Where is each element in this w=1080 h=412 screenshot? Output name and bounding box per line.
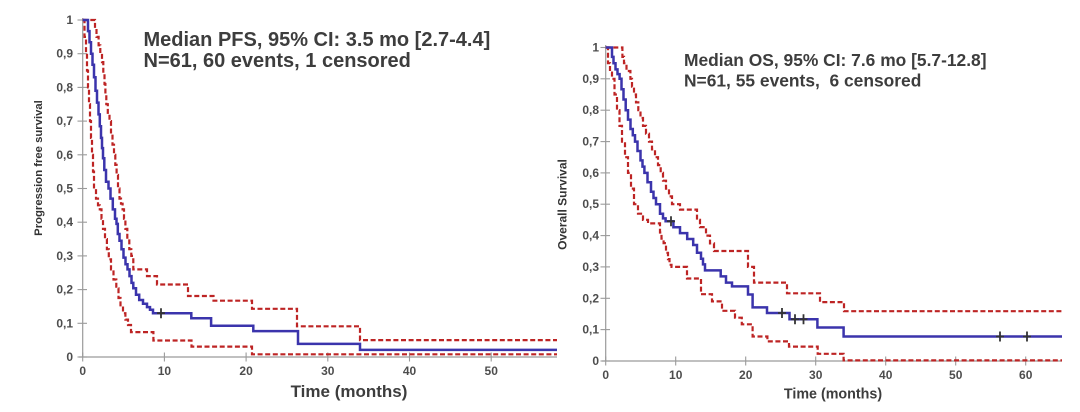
svg-text:Median PFS, 95% CI: 3.5 mo [2.: Median PFS, 95% CI: 3.5 mo [2.7-4.4] <box>144 29 491 51</box>
svg-text:20: 20 <box>239 364 253 378</box>
svg-text:Progression free survival: Progression free survival <box>33 100 45 236</box>
svg-text:0: 0 <box>602 368 609 382</box>
svg-text:30: 30 <box>321 364 335 378</box>
svg-text:0,1: 0,1 <box>582 323 599 337</box>
svg-text:0: 0 <box>592 354 599 368</box>
svg-text:0,9: 0,9 <box>56 47 73 61</box>
svg-text:0,3: 0,3 <box>582 260 599 274</box>
svg-text:Time (months): Time (months) <box>291 382 408 401</box>
svg-text:Overall Survival: Overall Survival <box>556 159 570 250</box>
svg-text:1: 1 <box>592 41 599 55</box>
svg-text:0,2: 0,2 <box>56 283 73 297</box>
svg-text:0,4: 0,4 <box>56 215 73 229</box>
svg-text:Median OS, 95% CI: 7.6 mo [5.7: Median OS, 95% CI: 7.6 mo [5.7-12.8] <box>684 50 987 70</box>
svg-text:0,5: 0,5 <box>582 197 599 211</box>
svg-text:0,4: 0,4 <box>582 229 599 243</box>
svg-text:60: 60 <box>1019 368 1033 382</box>
svg-text:0,2: 0,2 <box>582 291 599 305</box>
svg-text:50: 50 <box>485 364 499 378</box>
svg-text:Time (months): Time (months) <box>784 387 882 403</box>
svg-text:0,1: 0,1 <box>56 316 73 330</box>
svg-text:0,5: 0,5 <box>56 182 73 196</box>
svg-text:1: 1 <box>66 13 73 27</box>
svg-text:0,6: 0,6 <box>582 166 599 180</box>
svg-text:20: 20 <box>739 368 753 382</box>
svg-text:0,7: 0,7 <box>582 135 599 149</box>
svg-text:N=61, 60 events, 1 censored: N=61, 60 events, 1 censored <box>144 50 411 72</box>
svg-text:40: 40 <box>403 364 417 378</box>
svg-text:40: 40 <box>879 368 893 382</box>
svg-text:0,8: 0,8 <box>56 80 73 94</box>
svg-text:30: 30 <box>809 368 823 382</box>
svg-text:10: 10 <box>158 364 172 378</box>
svg-text:0: 0 <box>79 364 86 378</box>
svg-text:0,7: 0,7 <box>56 114 73 128</box>
svg-text:0,8: 0,8 <box>582 103 599 117</box>
svg-text:0: 0 <box>66 350 73 364</box>
svg-text:0,9: 0,9 <box>582 72 599 86</box>
svg-text:10: 10 <box>669 368 683 382</box>
svg-text:0,6: 0,6 <box>56 148 73 162</box>
svg-text:0,3: 0,3 <box>56 249 73 263</box>
svg-text:50: 50 <box>949 368 963 382</box>
svg-text:N=61, 55 events, 6 censored: N=61, 55 events, 6 censored <box>684 71 921 91</box>
